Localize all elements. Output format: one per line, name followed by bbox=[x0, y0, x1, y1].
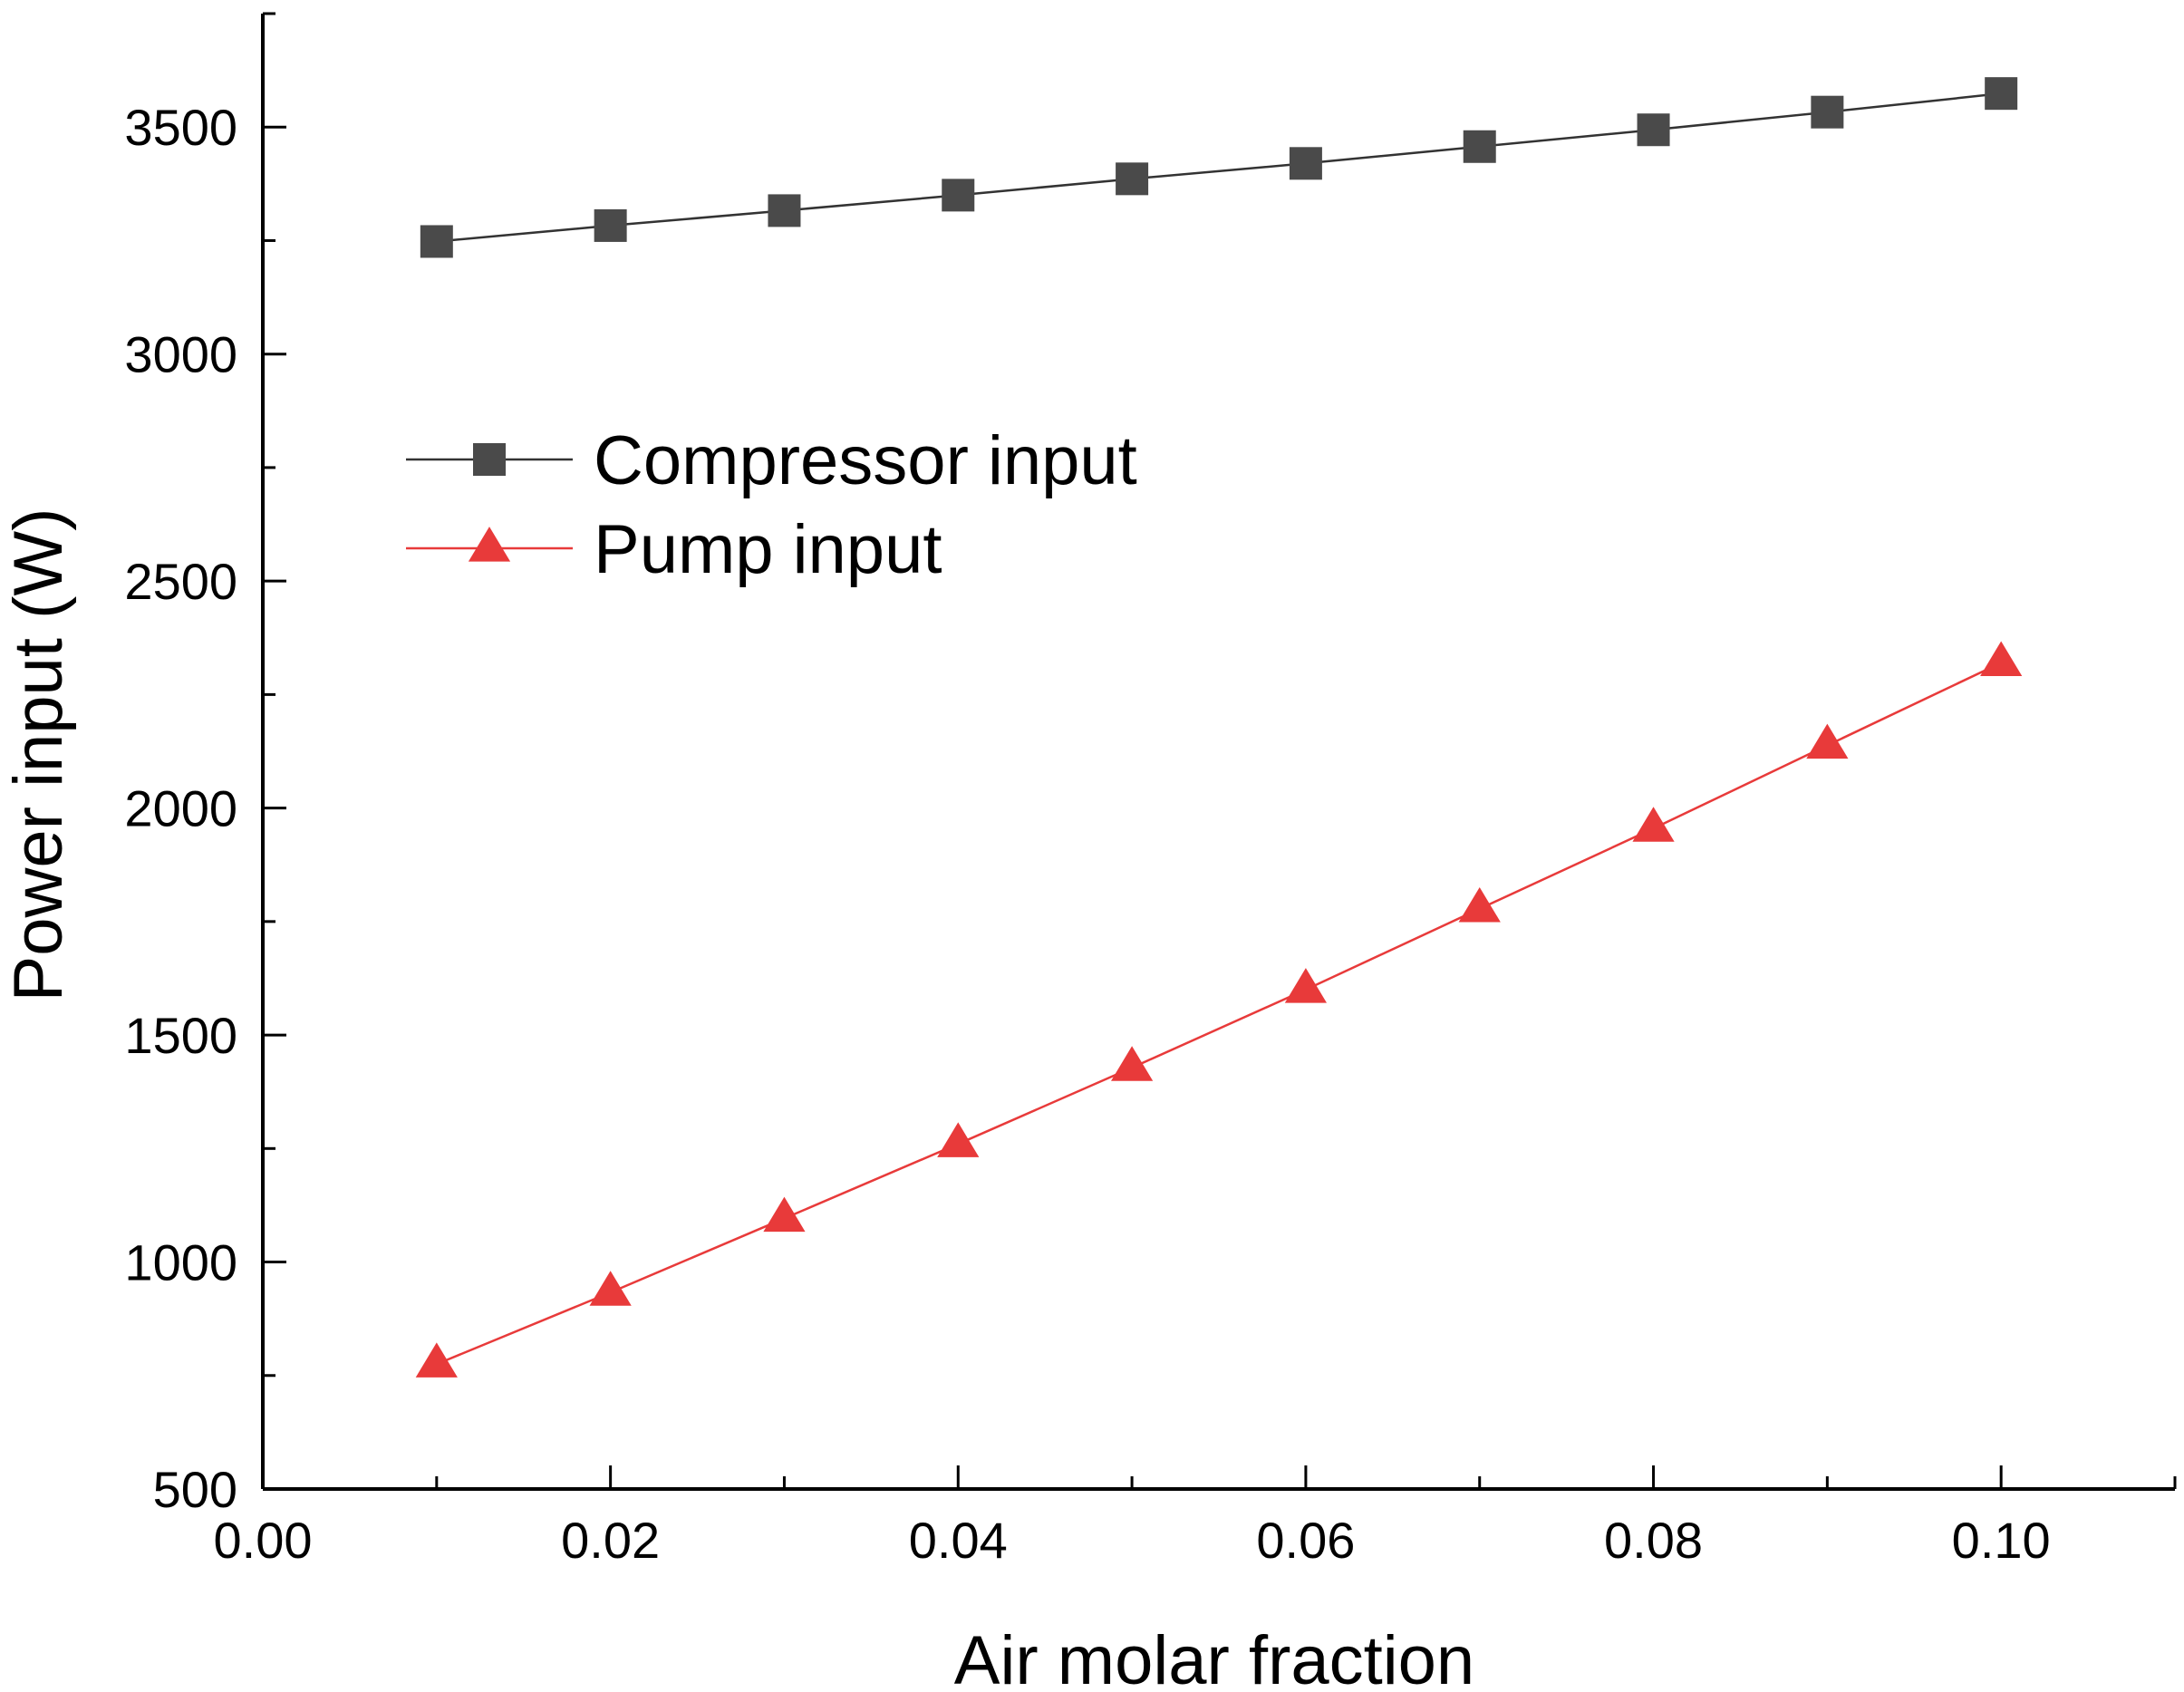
legend-label-pump: Pump input bbox=[594, 511, 942, 588]
compressor-point bbox=[1116, 162, 1149, 196]
pump-point bbox=[1110, 1046, 1154, 1081]
series-line-compressor bbox=[436, 92, 2002, 243]
compressor-point bbox=[1289, 147, 1322, 180]
axes bbox=[261, 14, 2175, 1491]
compressor-point bbox=[420, 225, 453, 258]
compressor-point bbox=[768, 194, 801, 227]
x-tick-label: 0.00 bbox=[214, 1512, 313, 1569]
y-tick-label: 2000 bbox=[124, 780, 237, 837]
y-tick-label: 2500 bbox=[124, 553, 237, 610]
y-axis-title: Power input (W) bbox=[0, 508, 77, 1002]
series-line-pump bbox=[436, 662, 2002, 1366]
legend: Compressor input Pump input bbox=[406, 422, 1137, 588]
x-tick-label: 0.02 bbox=[561, 1512, 660, 1569]
y-tick-label: 500 bbox=[153, 1461, 237, 1518]
x-axis-title: Air molar fraction bbox=[954, 1622, 1474, 1692]
pump-point bbox=[763, 1196, 806, 1233]
legend-label-compressor: Compressor input bbox=[594, 422, 1137, 499]
y-tick-label: 1500 bbox=[124, 1007, 237, 1064]
legend-marker-compressor bbox=[473, 443, 506, 476]
pump-point bbox=[1458, 886, 1501, 923]
compressor-point bbox=[1985, 77, 2018, 111]
pump-point bbox=[1284, 968, 1328, 1003]
compressor-point bbox=[1811, 95, 1844, 129]
x-tick-label: 0.04 bbox=[909, 1512, 1008, 1569]
compressor-point bbox=[1637, 113, 1670, 147]
y-tick-label: 3500 bbox=[124, 99, 237, 156]
y-tick-label: 3000 bbox=[124, 326, 237, 383]
ticks: 0.00 0.02 0.04 0.06 0.08 0.10 500 1000 1500 2000 2… bbox=[124, 12, 2177, 1569]
pump-point bbox=[937, 1122, 980, 1157]
compressor-point bbox=[942, 179, 975, 212]
pump-point bbox=[1980, 641, 2023, 676]
compressor-point bbox=[594, 208, 627, 242]
compressor-point bbox=[1463, 130, 1496, 163]
legend-marker-pump bbox=[468, 527, 511, 562]
pump-point bbox=[589, 1271, 632, 1306]
x-tick-label: 0.06 bbox=[1256, 1512, 1355, 1569]
x-tick-label: 0.10 bbox=[1952, 1512, 2051, 1569]
y-tick-label: 1000 bbox=[124, 1234, 237, 1291]
pump-point bbox=[1806, 723, 1849, 759]
series bbox=[415, 77, 2023, 1378]
pump-point bbox=[1632, 807, 1675, 842]
x-tick-label: 0.08 bbox=[1604, 1512, 1703, 1569]
pump-point bbox=[415, 1342, 458, 1378]
